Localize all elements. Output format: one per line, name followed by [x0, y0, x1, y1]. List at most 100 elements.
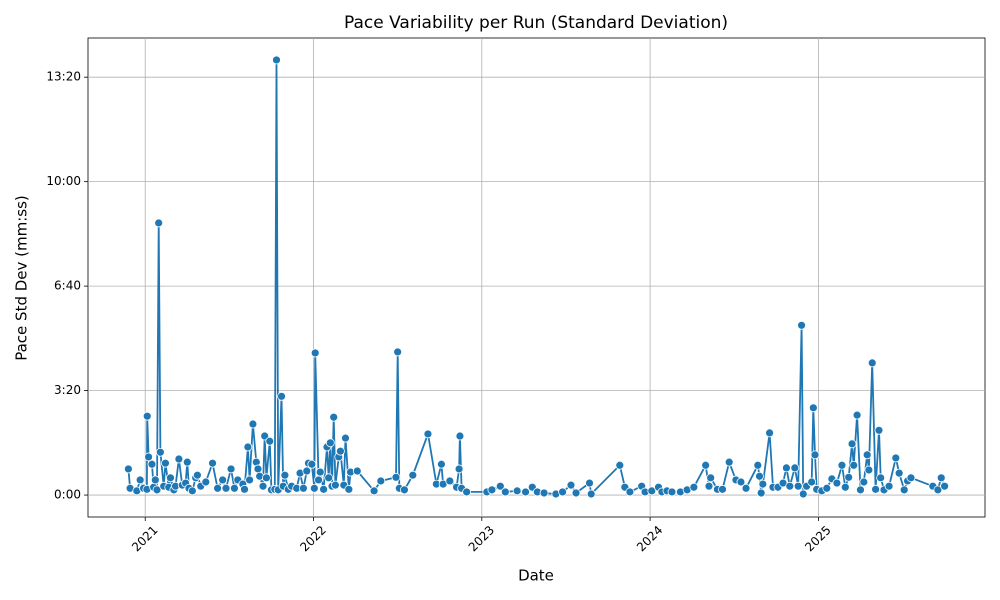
point	[309, 483, 319, 493]
y-tick-label: 6:40	[54, 279, 81, 293]
point	[856, 485, 865, 495]
point	[243, 442, 253, 452]
point	[876, 473, 886, 483]
point	[462, 487, 472, 497]
point	[758, 479, 768, 489]
point	[859, 477, 869, 487]
point	[756, 488, 766, 498]
point	[571, 488, 581, 498]
y-tick-label: 0:00	[54, 488, 81, 502]
point	[906, 473, 916, 483]
point	[558, 487, 567, 497]
point	[785, 481, 795, 491]
point	[154, 218, 164, 228]
point	[615, 460, 625, 470]
point	[307, 459, 317, 469]
y-tick-label: 3:20	[54, 383, 81, 397]
point	[755, 471, 764, 481]
point	[336, 446, 345, 456]
x-tick-label: 2022	[297, 523, 328, 554]
point	[166, 473, 175, 483]
y-tick-label: 13:20	[46, 70, 81, 84]
point	[213, 483, 222, 493]
point	[152, 485, 162, 495]
point	[123, 464, 133, 474]
point	[277, 391, 286, 401]
point	[585, 478, 594, 488]
x-tick-label: 2025	[802, 523, 833, 554]
point	[884, 481, 894, 491]
point	[487, 485, 497, 495]
point	[161, 458, 170, 468]
point	[187, 486, 197, 496]
point	[265, 436, 275, 446]
point	[280, 470, 290, 480]
point	[647, 486, 657, 496]
point	[891, 453, 901, 463]
point	[894, 468, 904, 478]
point	[867, 358, 877, 368]
point	[862, 450, 872, 460]
point	[586, 489, 596, 499]
point	[391, 472, 401, 482]
point	[248, 419, 258, 429]
point	[724, 457, 734, 467]
point	[832, 478, 842, 488]
point	[208, 458, 217, 468]
point	[852, 410, 862, 420]
point	[822, 483, 832, 493]
point	[874, 425, 884, 435]
point	[330, 480, 340, 490]
point	[325, 438, 335, 448]
point	[230, 483, 239, 493]
point	[871, 484, 881, 494]
point	[299, 483, 308, 493]
point	[329, 412, 339, 422]
point	[226, 464, 236, 474]
point	[144, 452, 153, 462]
point	[192, 470, 202, 480]
point	[810, 450, 820, 460]
point	[521, 487, 530, 497]
x-tick-label: 2021	[129, 523, 160, 554]
point	[798, 489, 808, 499]
point	[147, 459, 157, 469]
point	[445, 476, 455, 486]
point	[512, 486, 522, 496]
point	[793, 481, 803, 491]
point	[847, 439, 857, 449]
point	[182, 457, 192, 467]
point	[500, 487, 510, 497]
point	[408, 470, 418, 480]
point	[155, 447, 165, 457]
plot-frame	[87, 37, 986, 518]
point	[369, 486, 379, 496]
point	[539, 488, 549, 498]
point	[741, 483, 751, 493]
point	[315, 467, 325, 477]
point	[936, 473, 946, 483]
point	[221, 483, 231, 493]
point	[689, 482, 699, 492]
point	[849, 460, 859, 470]
point	[310, 348, 320, 358]
point	[218, 475, 228, 485]
point	[142, 411, 152, 421]
point	[201, 477, 211, 487]
point	[718, 484, 727, 494]
point	[940, 481, 950, 491]
x-axis-label: Date	[518, 567, 554, 585]
point	[260, 431, 270, 441]
point	[150, 475, 160, 485]
y-axis-label: Pace Std Dev (mm:ss)	[13, 195, 31, 361]
point	[272, 55, 281, 65]
point	[808, 403, 818, 413]
point	[933, 485, 943, 495]
point	[704, 481, 714, 491]
point	[253, 464, 263, 474]
point	[341, 433, 350, 443]
point	[455, 431, 465, 441]
x-tick-label: 2024	[634, 523, 665, 554]
